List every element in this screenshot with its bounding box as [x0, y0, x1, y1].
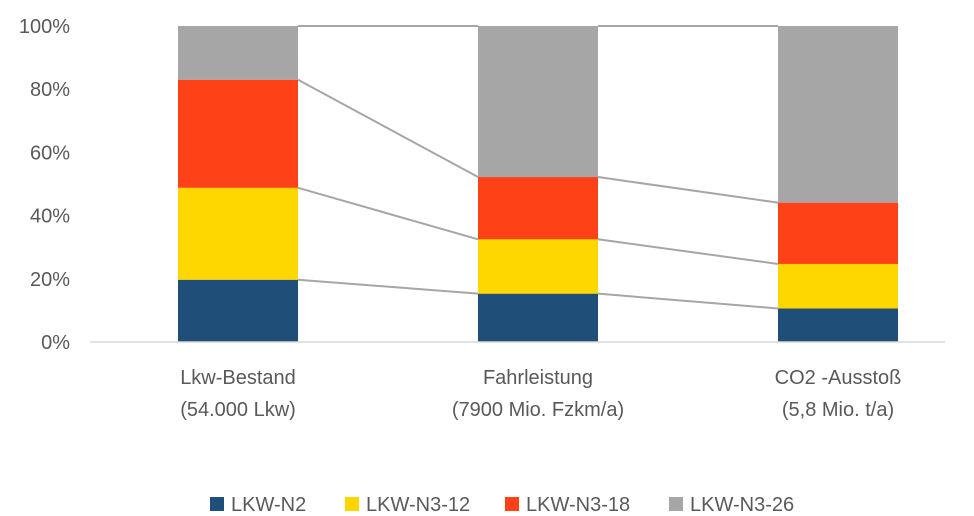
legend-label: LKW-N3-12: [366, 494, 470, 516]
connector-line: [297, 278, 479, 295]
connector-line: [597, 176, 779, 204]
connector-line: [597, 238, 779, 265]
connector-line: [597, 292, 779, 310]
bar-segment-lkw-n2: [178, 279, 298, 342]
category-label: Lkw-Bestand: [180, 367, 296, 389]
category-label: (54.000 Lkw): [180, 399, 296, 421]
legend-swatch-lkw-n2: [210, 497, 224, 511]
bar-segment-lkw-n2: [478, 293, 598, 342]
category-label: Fahrleistung: [483, 367, 593, 389]
y-tick-label: 100%: [19, 16, 70, 38]
bar-segment-lkw-n3-18: [778, 202, 898, 264]
bar-segment-lkw-n3-12: [478, 239, 598, 294]
bar-segment-lkw-n3-18: [178, 79, 298, 188]
y-tick-label: 20%: [30, 269, 70, 291]
bar-segment-lkw-n3-18: [478, 177, 598, 240]
bars: [178, 26, 898, 342]
connector-line: [297, 186, 479, 241]
legend-swatch-lkw-n3-12: [345, 497, 359, 511]
y-tick-label: 60%: [30, 142, 70, 164]
y-tick-label: 80%: [30, 79, 70, 101]
legend-label: LKW-N2: [231, 494, 306, 516]
bar-segment-lkw-n2: [778, 308, 898, 342]
legend: LKW-N2 LKW-N3-12 LKW-N3-18 LKW-N3-26: [210, 494, 794, 516]
legend-swatch-lkw-n3-26: [669, 497, 683, 511]
category-label: (5,8 Mio. t/a): [782, 399, 894, 421]
category-label: (7900 Mio. Fzkm/a): [452, 399, 624, 421]
bar-segment-lkw-n3-26: [778, 26, 898, 203]
bar-segment-lkw-n3-26: [478, 26, 598, 178]
bar-segment-lkw-n3-12: [178, 187, 298, 280]
bar-segment-lkw-n3-26: [178, 26, 298, 80]
bar-segment-lkw-n3-12: [778, 263, 898, 309]
connector-lines: [297, 25, 779, 310]
legend-label: LKW-N3-18: [526, 494, 630, 516]
legend-label: LKW-N3-26: [690, 494, 794, 516]
connector-line: [297, 78, 479, 178]
y-axis-ticks: 0% 20% 40% 60% 80% 100%: [19, 16, 70, 354]
y-tick-label: 40%: [30, 206, 70, 228]
y-tick-label: 0%: [41, 332, 70, 354]
category-label: CO2 -Ausstoß: [775, 367, 902, 389]
category-labels: Lkw-Bestand (54.000 Lkw) Fahrleistung (7900…: [180, 367, 901, 421]
legend-swatch-lkw-n3-18: [505, 497, 519, 511]
